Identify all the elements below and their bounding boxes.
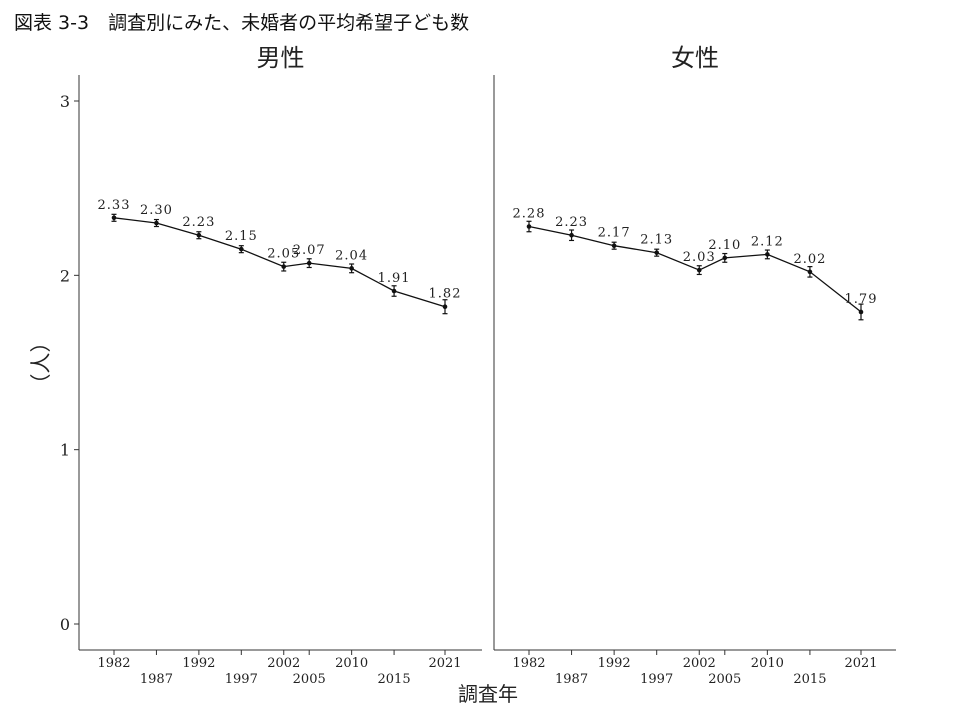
x-tick-label: 1992	[598, 656, 631, 671]
x-tick-label: 1982	[97, 656, 130, 671]
y-tick-label: 3	[60, 92, 70, 111]
data-label: 2.23	[182, 215, 215, 230]
x-tick-label: 2005	[293, 672, 326, 687]
x-tick-label: 1997	[640, 672, 673, 687]
data-label: 2.33	[98, 198, 131, 213]
data-label: 2.17	[598, 226, 631, 241]
data-point	[526, 224, 532, 229]
data-label: 2.12	[751, 234, 784, 249]
x-tick-label: 1987	[140, 672, 173, 687]
data-point	[349, 266, 354, 271]
data-point	[611, 243, 617, 248]
data-point	[569, 232, 574, 238]
data-point	[111, 215, 117, 221]
data-point	[239, 246, 244, 252]
data-label: 2.23	[555, 215, 588, 230]
data-label: 2.10	[708, 238, 741, 253]
data-point	[654, 250, 659, 255]
data-label: 2.03	[683, 250, 716, 265]
series-line-male	[113, 217, 446, 308]
y-axis-label: （人）	[29, 332, 53, 395]
data-point	[196, 232, 202, 238]
data-point	[391, 288, 397, 294]
x-tick-label: 2015	[378, 672, 411, 687]
data-label: 1.82	[429, 287, 462, 302]
x-tick-label: 2021	[844, 656, 877, 671]
data-label: 2.02	[793, 252, 826, 267]
y-tick-label: 0	[60, 615, 70, 634]
data-point	[442, 304, 448, 310]
data-label: 2.07	[293, 243, 326, 258]
x-tick-label: 2005	[708, 672, 741, 687]
data-label: 2.28	[513, 207, 546, 222]
series-line-female	[528, 225, 862, 313]
x-axis-label: 調査年	[458, 682, 518, 706]
data-label: 1.79	[845, 292, 878, 307]
x-tick-label: 2002	[683, 656, 716, 671]
panel-title: 男性	[257, 44, 305, 72]
x-tick-label: 2021	[428, 656, 461, 671]
data-label: 2.13	[640, 233, 673, 248]
data-label: 2.30	[140, 203, 173, 218]
x-tick-label: 1987	[555, 672, 588, 687]
data-point	[154, 220, 159, 226]
x-tick-label: 1992	[182, 656, 215, 671]
x-tick-label: 1982	[512, 656, 545, 671]
data-point	[722, 255, 728, 261]
data-label: 2.05	[267, 247, 300, 262]
y-tick-label: 1	[60, 441, 70, 460]
chart-title: 図表 3-3 調査別にみた、未婚者の平均希望子ども数	[14, 12, 470, 34]
x-tick-label: 2015	[793, 672, 826, 687]
x-tick-label: 2010	[335, 656, 368, 671]
x-tick-label: 2002	[267, 656, 300, 671]
x-tick-label: 1997	[225, 672, 258, 687]
data-point	[807, 269, 813, 275]
y-tick-label: 2	[60, 266, 70, 285]
panel-title: 女性	[671, 44, 719, 72]
data-label: 2.15	[225, 229, 258, 244]
data-point	[765, 252, 770, 257]
data-label: 2.04	[335, 248, 368, 263]
data-label: 1.91	[378, 271, 411, 286]
data-point	[858, 309, 864, 315]
data-point	[696, 267, 702, 273]
x-tick-label: 2010	[751, 656, 784, 671]
data-point	[281, 264, 287, 269]
data-point	[306, 260, 312, 266]
